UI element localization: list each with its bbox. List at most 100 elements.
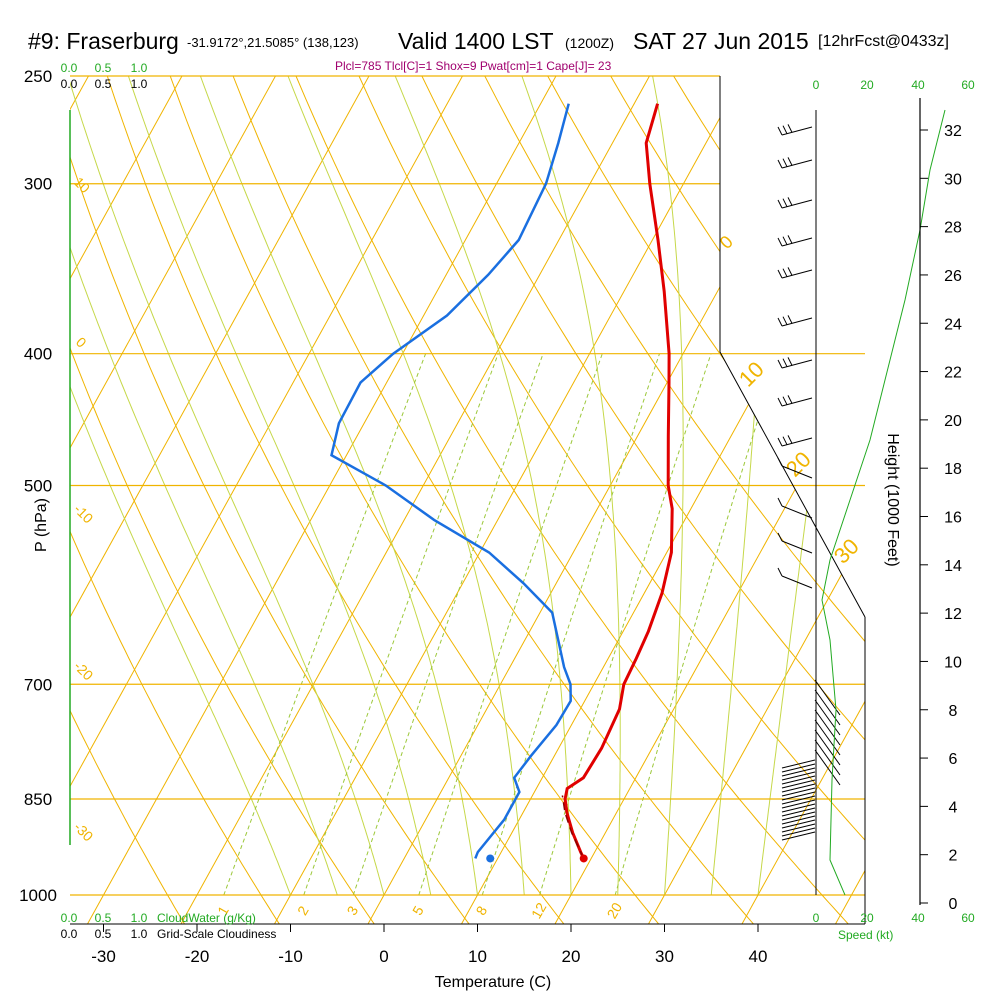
forecast-info: [12hrFcst@0433z]	[818, 33, 949, 50]
parcel-path	[561, 795, 585, 859]
valid-time: Valid 1400 LST	[398, 28, 554, 54]
profiles	[330, 103, 674, 863]
station-coordinates: -31.9172°,21.5085° (138,123)	[187, 35, 359, 50]
wind-barb-flag	[782, 125, 788, 134]
height-tick-label: 8	[949, 703, 958, 720]
wind-barb-flag	[787, 157, 793, 166]
cloud-water-scale-label: 1.0	[131, 911, 148, 925]
wind-barb-shaft	[781, 575, 813, 589]
dry-adiabat-line	[472, 76, 865, 924]
isotherm-line	[77, 76, 570, 924]
outline-edge	[719, 76, 866, 618]
mixing-ratio-label: 2	[294, 903, 312, 918]
cloud-water-scale-label: 0.5	[95, 61, 112, 75]
height-tick-label: 4	[949, 799, 958, 816]
height-axis-label: Height (1000 Feet)	[884, 433, 901, 566]
cloudiness-scale-label: 0.5	[95, 77, 112, 91]
wind-barb-shaft	[781, 763, 816, 773]
moist-adiabat-line	[191, 76, 478, 896]
isotherm-label: 10	[71, 174, 93, 196]
wind-barb-flag	[777, 237, 783, 247]
wind-barb-shaft	[781, 775, 816, 785]
dry-adiabat-line	[534, 76, 865, 924]
wind-barb-flag	[787, 395, 793, 404]
pressure-tick-label: 500	[24, 477, 52, 496]
wind-barb-shaft	[781, 803, 816, 813]
surface-temperature-dot	[579, 854, 588, 863]
wind-barb-shaft	[814, 719, 841, 756]
wind-barb-shaft	[781, 465, 813, 479]
height-tick-label: 26	[944, 268, 962, 285]
wind-barb-shaft	[781, 787, 816, 797]
pressure-tick-label: 250	[24, 67, 52, 86]
dry-adiabat-line	[70, 76, 291, 924]
wind-barb	[777, 157, 813, 169]
wind-barb-flag	[777, 567, 783, 577]
isotherm-label: 30	[829, 534, 864, 569]
dry-adiabat-line	[161, 76, 673, 924]
isotherm-label: -10	[71, 501, 97, 527]
pressure-tick-label: 850	[24, 790, 52, 809]
wind-barb-flag	[777, 397, 783, 407]
wind-barb-shaft	[814, 729, 841, 766]
x-axis-label: Temperature (C)	[435, 974, 551, 991]
wind-barb-shaft	[781, 819, 816, 829]
cloudiness-label: Grid-Scale Cloudiness	[157, 927, 276, 941]
dry-adiabat-line	[223, 76, 769, 924]
mixing-ratio-label: 12	[528, 900, 550, 922]
wind-barb-flag	[787, 315, 793, 324]
cloud-water-scale-label: 0.0	[61, 911, 78, 925]
cloudiness-scale-label: 1.0	[131, 77, 148, 91]
isotherm-line	[545, 76, 865, 924]
wind-barb-flag	[782, 316, 788, 325]
mixing-ratio-line	[352, 353, 544, 896]
height-tick-label: 14	[944, 558, 962, 575]
mixing-ratio-line	[614, 353, 780, 896]
wind-barbs	[777, 109, 946, 896]
mixing-ratio-label: 5	[409, 903, 427, 918]
wind-barb	[777, 532, 813, 554]
wind-barb-flag	[782, 436, 788, 445]
speed-tick-label: 60	[961, 78, 975, 92]
wind-barb-shaft	[814, 699, 841, 736]
pressure-tick-label: 400	[24, 345, 52, 364]
height-tick-label: 18	[944, 461, 962, 478]
background-lines	[70, 76, 865, 924]
wind-barb-flag	[777, 159, 783, 169]
moist-adiabat-line	[278, 76, 525, 896]
isotherm-label: 0	[73, 334, 90, 351]
wind-barb-flag	[787, 435, 793, 444]
wind-barb-shaft	[814, 739, 841, 776]
dry-adiabat-line	[845, 76, 865, 924]
height-tick-label: 16	[944, 510, 962, 527]
wind-barb-shaft	[781, 783, 816, 793]
moist-adiabat-line	[70, 76, 291, 896]
utc-time: (1200Z)	[565, 35, 615, 51]
height-tick-label: 22	[944, 365, 962, 382]
wind-barb	[777, 567, 813, 589]
wind-barb	[777, 357, 813, 369]
height-tick-label: 20	[944, 413, 962, 430]
pressure-tick-label: 700	[24, 675, 52, 694]
wind-barb	[777, 457, 813, 479]
dry-adiabat-line	[409, 76, 865, 924]
dry-adiabat-line	[347, 76, 865, 924]
isotherm-line	[264, 76, 757, 924]
speed-label: Speed (kt)	[838, 928, 893, 942]
cloudiness-scale-label: 0.5	[95, 927, 112, 941]
wind-barb-flag	[777, 359, 783, 369]
isotherm-label: -30	[71, 819, 97, 845]
moist-adiabat-line	[757, 76, 860, 896]
cloudiness-scale-label: 0.0	[61, 927, 78, 941]
temperature-tick-label: 20	[562, 947, 581, 966]
moist-adiabat-line	[512, 76, 621, 895]
speed-tick-label: 60	[961, 911, 975, 925]
wind-barb-flag	[777, 199, 783, 209]
wind-barb-flag	[782, 358, 788, 367]
height-tick-label: 32	[944, 123, 962, 140]
isotherm-line	[171, 76, 664, 924]
dry-adiabat-line	[70, 76, 387, 924]
